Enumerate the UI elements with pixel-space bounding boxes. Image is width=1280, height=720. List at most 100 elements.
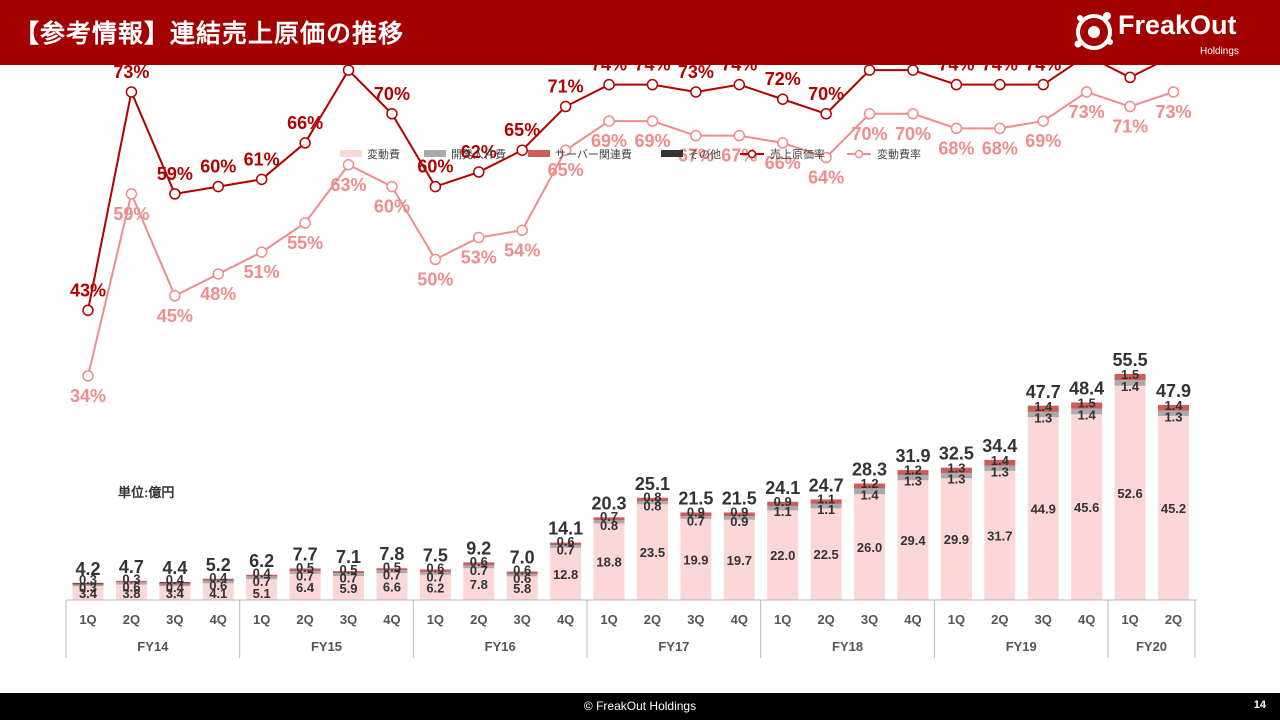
cost-rate-label: 73% (113, 65, 149, 82)
cost-rate-point (646, 78, 659, 91)
dev-cost-label: 1.4 (861, 487, 880, 502)
cost-rate-point (776, 93, 789, 105)
fiscal-year-label: FY17 (658, 639, 689, 654)
cost-rate-label: 60% (200, 157, 236, 177)
server-cost-label: 0.5 (339, 562, 357, 577)
dev-cost-label: 0.8 (643, 499, 661, 514)
variable-cost-bar (506, 576, 538, 600)
variable-cost-label: 52.6 (1117, 486, 1142, 501)
server-cost-bar (1158, 404, 1189, 411)
variable-cost-rate-label: 34% (70, 386, 106, 406)
dev-cost-bar (897, 474, 929, 481)
quarter-tick-label: 3Q (340, 612, 357, 627)
dev-cost-label: 0.6 (513, 571, 531, 586)
dev-cost-label: 0.6 (209, 578, 227, 593)
total-cost-label: 31.9 (895, 446, 930, 466)
cost-rate-point (733, 78, 746, 91)
variable-cost-rate-point (1080, 86, 1093, 98)
cost-rate-point (299, 137, 311, 149)
server-cost-bar (984, 459, 1016, 466)
cost-rate-point (950, 78, 963, 91)
server-cost-label: 1.2 (861, 476, 879, 491)
legend-variable-cost-label: 変動費 (367, 147, 400, 161)
variable-cost-bar (897, 480, 929, 600)
variable-cost-rate-label: 73% (1155, 102, 1191, 122)
server-cost-bar (810, 499, 842, 504)
server-cost-bar (1027, 406, 1059, 412)
legend-server-cost-swatch (528, 150, 550, 157)
total-cost-label: 7.0 (510, 547, 535, 567)
server-cost-bar (376, 568, 408, 571)
quarter-tick-label: 1Q (1121, 612, 1138, 627)
variable-cost-label: 29.9 (944, 532, 969, 547)
cost-rate-point (429, 180, 442, 193)
variable-cost-rate-label: 51% (244, 262, 280, 282)
fiscal-year-label: FY18 (832, 639, 863, 654)
server-cost-label: 0.5 (296, 560, 314, 575)
variable-cost-bar (550, 547, 582, 600)
legend-cost-rate-marker (747, 149, 757, 159)
cost-rate-label: 62% (461, 142, 497, 162)
cost-rate-label: 61% (244, 149, 280, 169)
dev-cost-bar (984, 465, 1016, 471)
dev-cost-label: 0.3 (79, 580, 97, 595)
cost-rate-label: 60% (417, 157, 453, 177)
fiscal-year-label: FY14 (137, 639, 169, 654)
other-cost-bar (72, 582, 104, 584)
server-cost-label: 0.6 (470, 554, 488, 569)
variable-cost-label: 6.4 (296, 580, 315, 595)
variable-cost-rate-point (690, 129, 702, 142)
other-cost-bar (159, 582, 191, 583)
server-cost-bar (333, 571, 365, 574)
variable-cost-rate-point (255, 246, 268, 258)
variable-cost-rate-label: 55% (287, 233, 323, 253)
cost-rate-label: 70% (808, 84, 844, 104)
variable-cost-bar (636, 504, 668, 600)
variable-cost-label: 19.9 (683, 552, 708, 567)
variable-cost-bar (246, 579, 278, 600)
dev-cost-label: 0.7 (296, 569, 314, 584)
legend-variable-cost-rate-label: 変動費率 (877, 147, 921, 161)
server-cost-bar (289, 569, 321, 572)
quarter-tick-label: 4Q (383, 612, 400, 627)
total-cost-label: 21.5 (678, 488, 713, 508)
variable-cost-label: 6.2 (426, 580, 444, 595)
dev-cost-label: 0.9 (730, 514, 748, 529)
dev-cost-bar (72, 584, 104, 587)
variable-cost-rate-point (603, 115, 615, 127)
server-cost-label: 0.6 (513, 563, 531, 578)
total-cost-label: 28.3 (852, 460, 887, 480)
quarter-tick-label: 4Q (210, 612, 227, 627)
dev-cost-bar (1114, 380, 1146, 386)
dev-cost-label: 1.3 (1164, 409, 1182, 424)
variable-cost-bar (115, 584, 147, 600)
legend-dev-cost-swatch (424, 150, 446, 157)
quarter-tick-label: 4Q (557, 612, 574, 627)
dev-cost-bar (636, 501, 668, 505)
cost-rate-point (212, 180, 225, 193)
dev-cost-label: 0.7 (426, 569, 444, 584)
server-cost-label: 0.4 (209, 570, 228, 585)
cost-rate-point (820, 108, 832, 120)
quarter-tick-label: 2Q (644, 612, 661, 627)
server-cost-label: 0.5 (383, 559, 401, 574)
variable-cost-rate-label: 63% (331, 175, 367, 195)
dev-cost-label: 0.7 (470, 563, 488, 578)
quarter-tick-label: 2Q (123, 612, 140, 627)
variable-cost-rate-label: 59% (113, 204, 149, 224)
cost-rate-point (559, 100, 572, 113)
variable-cost-label: 4.1 (209, 586, 227, 601)
variable-cost-rate-point (776, 137, 789, 149)
quarter-tick-label: 2Q (296, 612, 313, 627)
server-cost-label: 1.5 (1078, 396, 1096, 411)
cost-rate-label: 73% (678, 65, 714, 82)
dev-cost-label: 0.4 (166, 580, 185, 595)
total-cost-label: 7.1 (336, 547, 361, 567)
variable-cost-rate-label: 66% (765, 153, 801, 173)
variable-cost-rate-label: 65% (548, 160, 584, 180)
dev-cost-bar (680, 516, 712, 519)
dev-cost-label: 1.1 (817, 502, 835, 517)
total-cost-label: 5.2 (206, 555, 231, 575)
server-cost-label: 1.4 (991, 453, 1010, 468)
fiscal-year-label: FY19 (1006, 639, 1037, 654)
